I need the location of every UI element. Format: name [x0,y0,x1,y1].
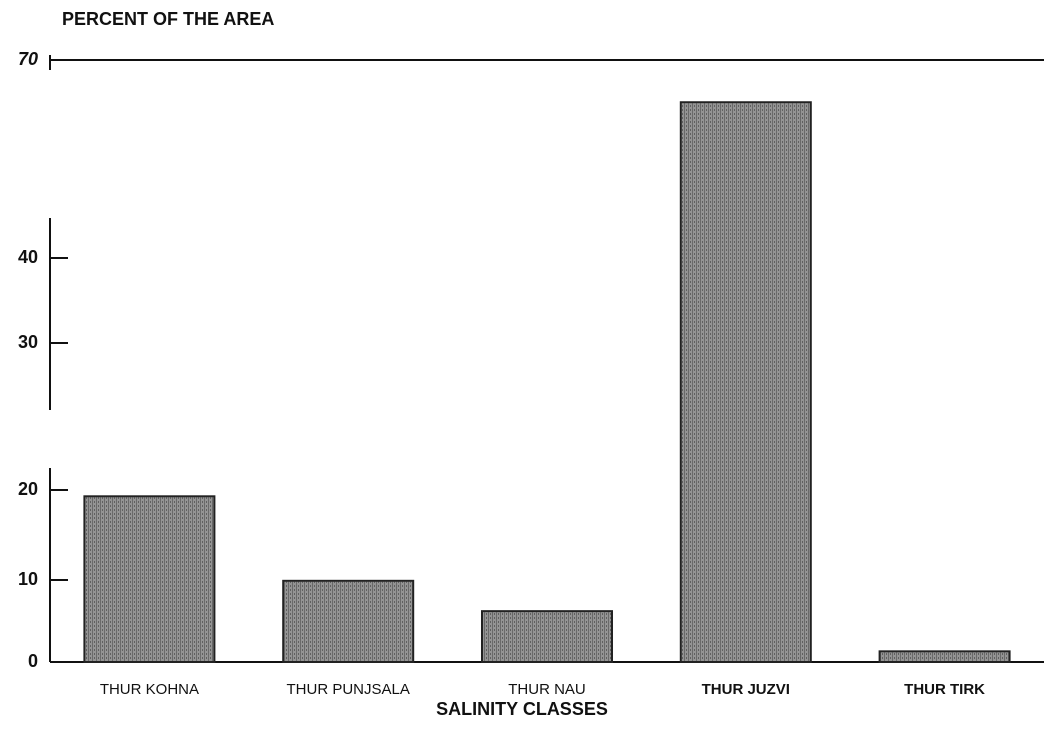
bar-texture [284,581,413,661]
y-tick-label: 70 [18,49,38,69]
x-tick-label: THUR KOHNA [100,681,199,698]
chart-title: PERCENT OF THE AREA [62,9,274,29]
bar-texture [483,612,611,661]
x-axis-title: SALINITY CLASSES [436,699,608,719]
y-tick-label: 40 [18,247,38,267]
bar-texture [880,652,1009,661]
y-tick-label: 10 [18,569,38,589]
x-tick-label: THUR NAU [508,681,586,698]
bar-texture [681,103,810,662]
x-tick-label: THUR TIRK [904,681,985,698]
y-tick-label: 30 [18,332,38,352]
y-tick-label: 0 [28,651,38,671]
bar-texture [85,497,214,661]
y-tick-label: 20 [18,479,38,499]
x-tick-label: THUR JUZVI [702,681,790,698]
x-tick-label: THUR PUNJSALA [287,681,410,698]
